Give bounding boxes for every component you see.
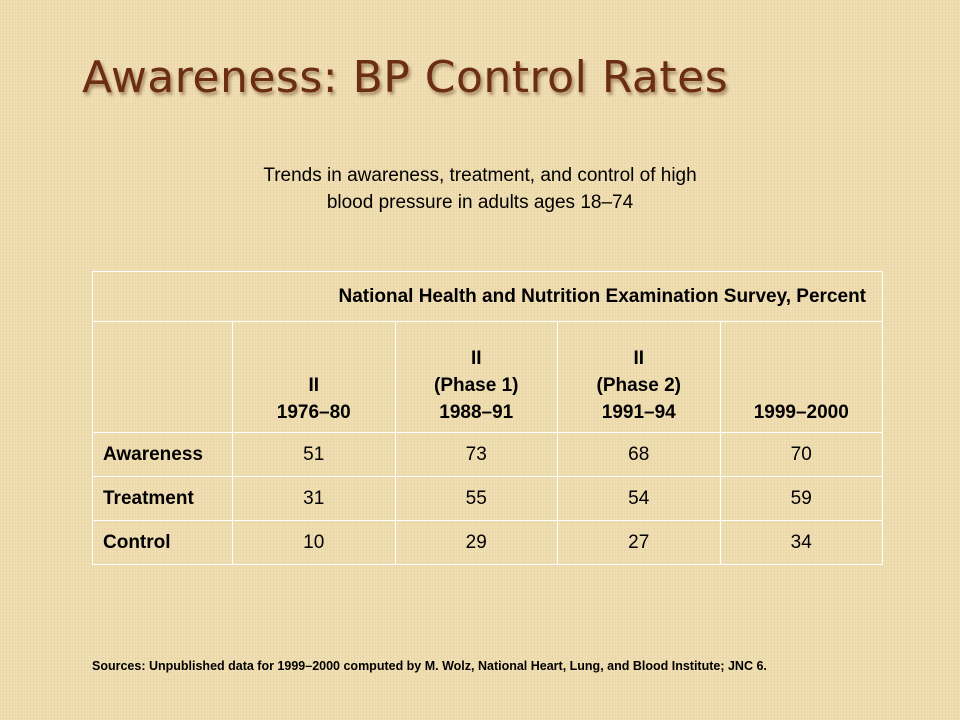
table-cell: 73	[394, 432, 558, 477]
table-cell: 59	[719, 476, 883, 521]
period-line: II	[470, 348, 482, 369]
period-header-row: II 1976–80 II (Phase 1) 1988–91 II (Phas…	[92, 321, 883, 433]
period-line: 1988–91	[439, 402, 514, 423]
period-line: II	[308, 375, 320, 396]
table-cell: 29	[394, 520, 558, 565]
sources-footnote: Sources: Unpublished data for 1999–2000 …	[92, 659, 767, 673]
table-row: Control 10 29 27 34	[92, 520, 883, 565]
slide-title: Awareness: BP Control Rates	[82, 52, 729, 103]
table-cell: 51	[232, 432, 396, 477]
survey-header: National Health and Nutrition Examinatio…	[92, 271, 883, 322]
table-row: Awareness 51 73 68 70	[92, 432, 883, 477]
subtitle-line: blood pressure in adults ages 18–74	[326, 192, 634, 213]
period-line: II	[633, 348, 645, 369]
table-cell: 70	[719, 432, 883, 477]
period-header: 1999–2000	[719, 321, 883, 433]
table-cell: 27	[557, 520, 721, 565]
table-cell: 68	[557, 432, 721, 477]
data-table: National Health and Nutrition Examinatio…	[92, 271, 883, 565]
table-cell: 10	[232, 520, 396, 565]
row-label: Control	[92, 520, 233, 565]
subtitle-line: Trends in awareness, treatment, and cont…	[263, 165, 697, 186]
period-line: (Phase 1)	[434, 375, 519, 396]
row-label: Treatment	[92, 476, 233, 521]
period-header: II (Phase 1) 1988–91	[394, 321, 558, 433]
period-line: 1976–80	[276, 402, 351, 423]
table-cell: 34	[719, 520, 883, 565]
table-cell: 54	[557, 476, 721, 521]
period-header: II 1976–80	[232, 321, 396, 433]
table-cell: 31	[232, 476, 396, 521]
table-cell: 55	[394, 476, 558, 521]
period-line: 1991–94	[601, 402, 676, 423]
stub-header	[92, 321, 233, 433]
period-line: (Phase 2)	[596, 375, 681, 396]
period-line: 1999–2000	[753, 402, 849, 423]
row-label: Awareness	[92, 432, 233, 477]
slide-subtitle: Trends in awareness, treatment, and cont…	[180, 162, 780, 216]
survey-header-row: National Health and Nutrition Examinatio…	[92, 271, 883, 322]
table-row: Treatment 31 55 54 59	[92, 476, 883, 521]
period-header: II (Phase 2) 1991–94	[557, 321, 721, 433]
